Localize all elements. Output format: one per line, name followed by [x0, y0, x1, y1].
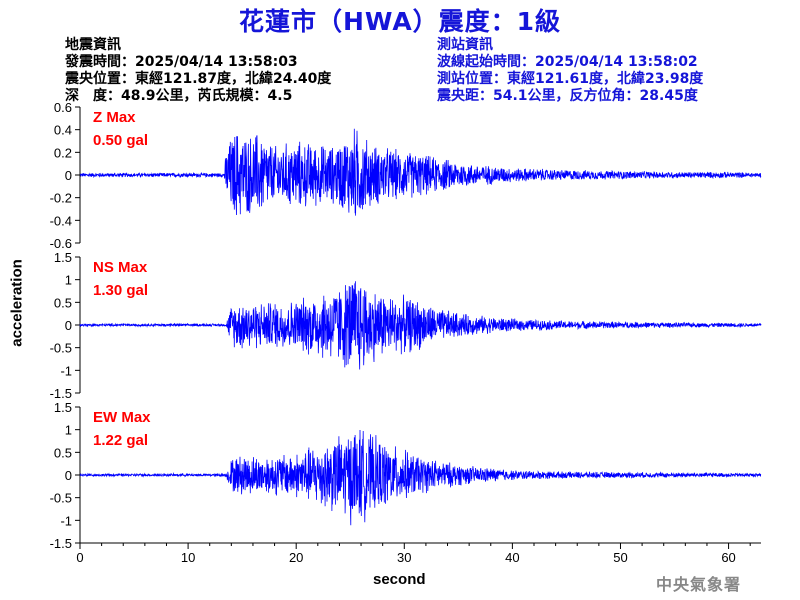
epicentral-distance: 震央距：54.1公里，反方位角：28.45度 — [437, 88, 698, 104]
station-location: 測站位置：東經121.61度，北緯23.98度 — [437, 71, 704, 87]
y-tick-label: 0.4 — [54, 123, 72, 138]
panel-max-label: 0.50 gal — [93, 132, 148, 149]
panel-max-label: 1.30 gal — [93, 282, 148, 299]
y-tick-label: 0 — [65, 318, 72, 333]
depth-magnitude: 深 度：48.9公里，芮氏規模：4.5 — [65, 88, 293, 104]
panel-name-label: NS Max — [93, 259, 148, 276]
y-axis-label: acceleration — [8, 259, 26, 347]
waveform-trace — [79, 281, 762, 370]
waveform-start-time: 波線起始時間：2025/04/14 13:58:02 — [437, 54, 698, 70]
y-tick-label: 1.5 — [54, 400, 72, 415]
waveform-trace — [79, 429, 762, 526]
x-tick-label: 10 — [181, 550, 195, 565]
y-tick-label: -1 — [60, 363, 72, 378]
y-tick-label: -1 — [60, 513, 72, 528]
y-tick-label: 1.5 — [54, 250, 72, 265]
station-info-heading: 測站資訊 — [437, 37, 493, 53]
panel-name-label: Z Max — [93, 109, 136, 126]
station-info: 測站資訊 波線起始時間：2025/04/14 13:58:02 測站位置：東經1… — [437, 36, 703, 104]
y-tick-label: 0.5 — [54, 295, 72, 310]
y-tick-label: 0 — [65, 168, 72, 183]
x-tick-label: 0 — [76, 550, 83, 565]
x-axis-label: second — [373, 571, 426, 588]
x-tick-label: 40 — [505, 550, 519, 565]
y-tick-label: -1.5 — [50, 386, 72, 401]
x-tick-label: 20 — [289, 550, 303, 565]
y-tick-label: -0.6 — [50, 236, 72, 251]
panel-name-label: EW Max — [93, 409, 151, 426]
origin-time: 發震時間：2025/04/14 13:58:03 — [65, 54, 298, 70]
panel-max-label: 1.22 gal — [93, 432, 148, 449]
agency-label: 中央氣象署 — [656, 575, 742, 594]
earthquake-info: 地震資訊 發震時間：2025/04/14 13:58:03 震央位置：東經121… — [65, 36, 331, 104]
earthquake-info-heading: 地震資訊 — [65, 37, 121, 53]
page-title: 花蓮市（HWA）震度：1級 — [238, 7, 562, 36]
y-tick-label: -0.5 — [50, 491, 72, 506]
y-tick-label: -0.2 — [50, 191, 72, 206]
y-tick-label: 1 — [65, 273, 72, 288]
y-tick-label: -0.4 — [50, 213, 72, 228]
x-tick-label: 30 — [397, 550, 411, 565]
y-tick-label: -0.5 — [50, 341, 72, 356]
y-tick-label: 0 — [65, 468, 72, 483]
waveform-trace — [79, 128, 762, 216]
x-tick-label: 50 — [613, 550, 627, 565]
x-tick-label: 60 — [721, 550, 735, 565]
epicenter-location: 震央位置：東經121.87度，北緯24.40度 — [65, 71, 332, 87]
y-tick-label: 0.5 — [54, 445, 72, 460]
y-tick-label: 0.2 — [54, 145, 72, 160]
y-tick-label: 1 — [65, 423, 72, 438]
y-tick-label: -1.5 — [50, 536, 72, 551]
y-tick-label: 0.6 — [54, 100, 72, 115]
